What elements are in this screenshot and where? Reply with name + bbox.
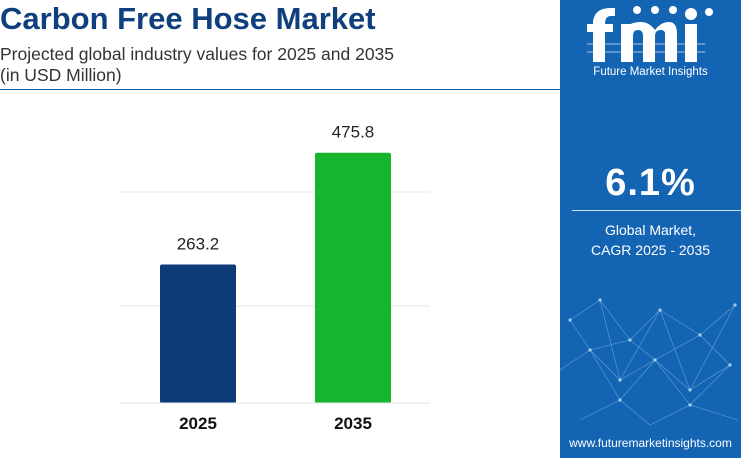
bar-chart: 263.2 2025 475.8 2035 — [120, 123, 430, 433]
chart-units: (in USD Million) — [0, 65, 122, 85]
bar-2035 — [315, 152, 391, 403]
website-link[interactable]: www.futuremarketinsights.com — [569, 436, 732, 450]
page-title: Carbon Free Hose Market — [0, 1, 376, 36]
brand-subtitle: Future Market Insights — [593, 66, 708, 78]
bar-2025 — [160, 264, 236, 403]
chart-subtitle: Projected global industry values for 202… — [0, 44, 395, 64]
data-label-2035: 475.8 — [332, 123, 375, 142]
x-tick-2025: 2025 — [179, 414, 217, 433]
fmi-logo-icon — [587, 6, 713, 62]
cagr-divider — [572, 210, 741, 211]
cagr-label: Global Market, CAGR 2025 - 2035 — [560, 220, 741, 260]
cagr-label-line1: Global Market, — [604, 222, 697, 238]
network-pattern-decoration — [560, 298, 739, 426]
header-divider — [0, 89, 560, 90]
x-tick-2035: 2035 — [334, 414, 372, 433]
data-label-2025: 263.2 — [177, 235, 220, 254]
chart-area: Carbon Free Hose Market Projected global… — [0, 1, 560, 433]
cagr-value: 6.1% — [605, 162, 696, 204]
cagr-label-line2: CAGR 2025 - 2035 — [590, 242, 711, 258]
brand-panel: Future Market Insights 6.1% Global Marke… — [560, 0, 741, 458]
